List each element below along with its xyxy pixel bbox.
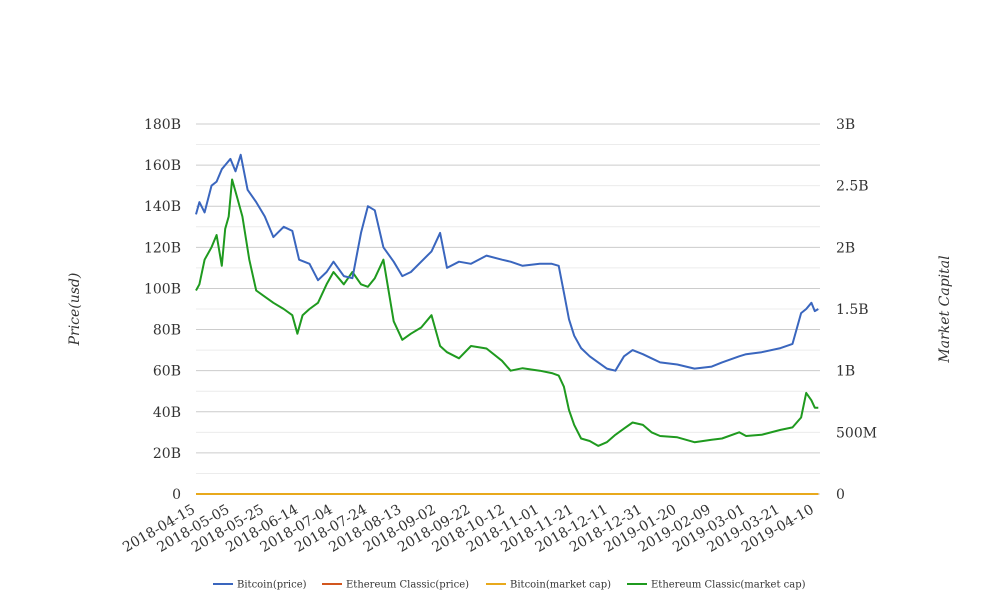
right-y-axis: 0 500M 1B 1.5B 2B 2.5B 3B (836, 117, 877, 503)
legend-label: Bitcoin(price) (237, 580, 307, 591)
x-axis: 2018-04-152018-05-052018-05-252018-06-14… (120, 502, 817, 556)
left-y-tick-label: 120B (144, 240, 181, 256)
left-y-tick-label: 60B (153, 364, 181, 380)
left-y-axis: 0 20B 40B 60B 80B 100B 120B 140B 160B 180B (144, 117, 181, 503)
right-y-tick-label: 2B (836, 240, 855, 256)
series-line-bitcoin-price (195, 153, 819, 372)
left-y-tick-label: 0 (172, 487, 181, 503)
left-y-tick-label: 100B (144, 281, 181, 297)
right-y-tick-label: 500M (836, 425, 877, 441)
right-y-tick-label: 1B (836, 364, 855, 380)
right-y-tick-label: 0 (836, 487, 845, 503)
legend-label: Ethereum Classic(market cap) (651, 580, 806, 591)
legend-label: Ethereum Classic(price) (346, 580, 469, 591)
left-axis-title: Price(usd) (67, 273, 83, 347)
series-line-ethereum-classic-market-cap (195, 178, 819, 447)
legend: Bitcoin(price) Ethereum Classic(price) Bit… (213, 580, 806, 591)
gridlines (196, 123, 820, 495)
left-y-tick-label: 160B (144, 158, 181, 174)
left-y-tick-label: 40B (153, 405, 181, 421)
right-y-tick-label: 1.5B (836, 302, 869, 318)
right-y-tick-label: 2.5B (836, 179, 869, 195)
right-y-tick-label: 3B (836, 117, 855, 133)
right-axis-title: Market Capital (937, 255, 953, 363)
series-lines (195, 153, 819, 495)
legend-label: Bitcoin(market cap) (510, 580, 611, 591)
left-y-tick-label: 140B (144, 199, 181, 215)
left-y-tick-label: 80B (153, 323, 181, 339)
left-y-tick-label: 20B (153, 446, 181, 462)
left-y-tick-label: 180B (144, 117, 181, 133)
